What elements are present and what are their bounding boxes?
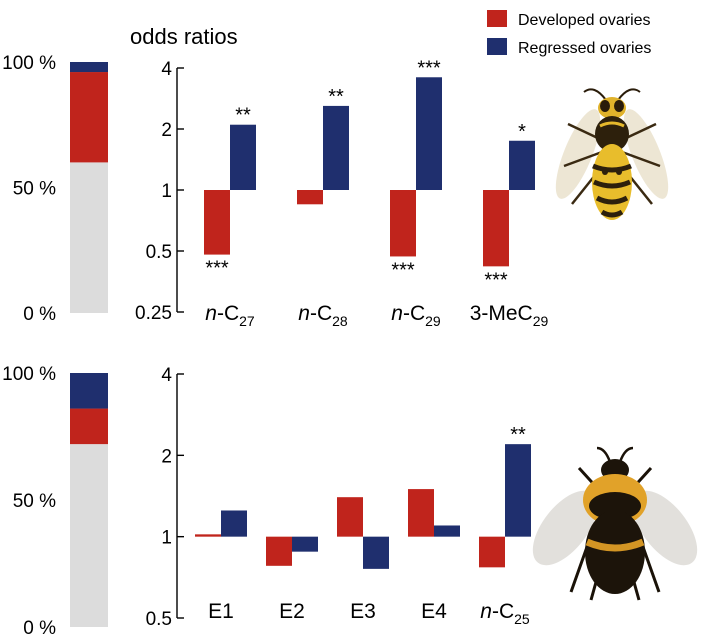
- category-label: E4: [421, 600, 447, 623]
- significance-label: ***: [205, 258, 229, 280]
- wasp-photo: [555, 88, 669, 220]
- regressed-bar: [509, 140, 535, 190]
- legend-label-developed: Developed ovaries: [518, 12, 651, 29]
- regressed-bar: [323, 105, 349, 190]
- developed-bar: [297, 190, 323, 205]
- category-label: E2: [279, 600, 305, 623]
- proportion-segment: [70, 408, 108, 445]
- proportion-segment: [70, 72, 108, 163]
- y-tick-label: 4: [161, 59, 172, 80]
- developed-bar: [195, 534, 221, 537]
- legend-swatch-developed: [487, 10, 507, 27]
- significance-label: ***: [417, 57, 441, 79]
- significance-label: **: [235, 105, 251, 127]
- significance-label: **: [328, 86, 344, 108]
- proportion-segment: [70, 373, 108, 409]
- regressed-bar: [292, 536, 318, 552]
- category-label: 3-MeC29: [470, 302, 549, 329]
- proportion-tick-label: 50 %: [13, 179, 56, 200]
- developed-bar: [204, 190, 230, 255]
- regressed-bar: [221, 510, 247, 537]
- wasp-proportion-bar: 0 % 50 % 100 %: [2, 53, 108, 325]
- regressed-bar: [505, 444, 531, 537]
- legend-label-regressed: Regressed ovaries: [518, 40, 651, 57]
- category-label: n-C27: [205, 302, 255, 329]
- regressed-bar: [416, 77, 442, 190]
- bumblebee-proportion-bar: 0 % 50 % 100 %: [2, 364, 108, 639]
- developed-bar: [483, 190, 509, 267]
- category-label: n-C28: [298, 302, 348, 329]
- y-axis-label: odds ratios: [130, 24, 238, 49]
- y-tick-label: 1: [161, 181, 172, 202]
- proportion-tick-label: 100 %: [2, 364, 56, 385]
- proportion-segment: [70, 162, 108, 313]
- regressed-bar: [363, 536, 389, 569]
- y-tick-label: 2: [161, 120, 172, 141]
- y-tick-label: 1: [161, 528, 172, 549]
- developed-bar: [337, 497, 363, 537]
- developed-bar: [408, 489, 434, 537]
- category-label: n-C25: [480, 600, 530, 627]
- legend: Developed ovaries Regressed ovaries: [487, 10, 651, 57]
- bumblebee-photo: [532, 446, 698, 601]
- developed-bar: [479, 536, 505, 568]
- proportion-segment: [70, 62, 108, 73]
- proportion-tick-label: 0 %: [23, 304, 56, 325]
- category-label: n-C29: [391, 302, 441, 329]
- y-tick-label: 0.5: [146, 242, 172, 263]
- significance-label: *: [518, 121, 526, 143]
- significance-label: **: [510, 424, 526, 446]
- proportion-tick-label: 100 %: [2, 53, 56, 74]
- y-tick-label: 2: [161, 446, 172, 467]
- developed-bar: [390, 190, 416, 257]
- category-label: E1: [208, 600, 234, 623]
- proportion-segment: [70, 444, 108, 627]
- regressed-bar: [434, 525, 460, 537]
- proportion-tick-label: 50 %: [13, 491, 56, 512]
- developed-bar: [266, 536, 292, 566]
- y-tick-label: 4: [161, 365, 172, 386]
- regressed-bar: [230, 124, 256, 190]
- y-tick-label: 0.25: [135, 303, 172, 324]
- legend-swatch-regressed: [487, 38, 507, 55]
- significance-label: ***: [391, 259, 415, 281]
- y-tick-label: 0.5: [146, 609, 172, 630]
- wasp-odds-ratio-chart: 0.250.5124*****n-C27**n-C28******n-C29**…: [135, 57, 548, 329]
- significance-label: ***: [484, 269, 508, 291]
- category-label: E3: [350, 600, 376, 623]
- proportion-tick-label: 0 %: [23, 618, 56, 639]
- bumblebee-odds-ratio-chart: 0.5 1 2 4 E1 E2 E3 E4 ** n-C25: [146, 365, 531, 630]
